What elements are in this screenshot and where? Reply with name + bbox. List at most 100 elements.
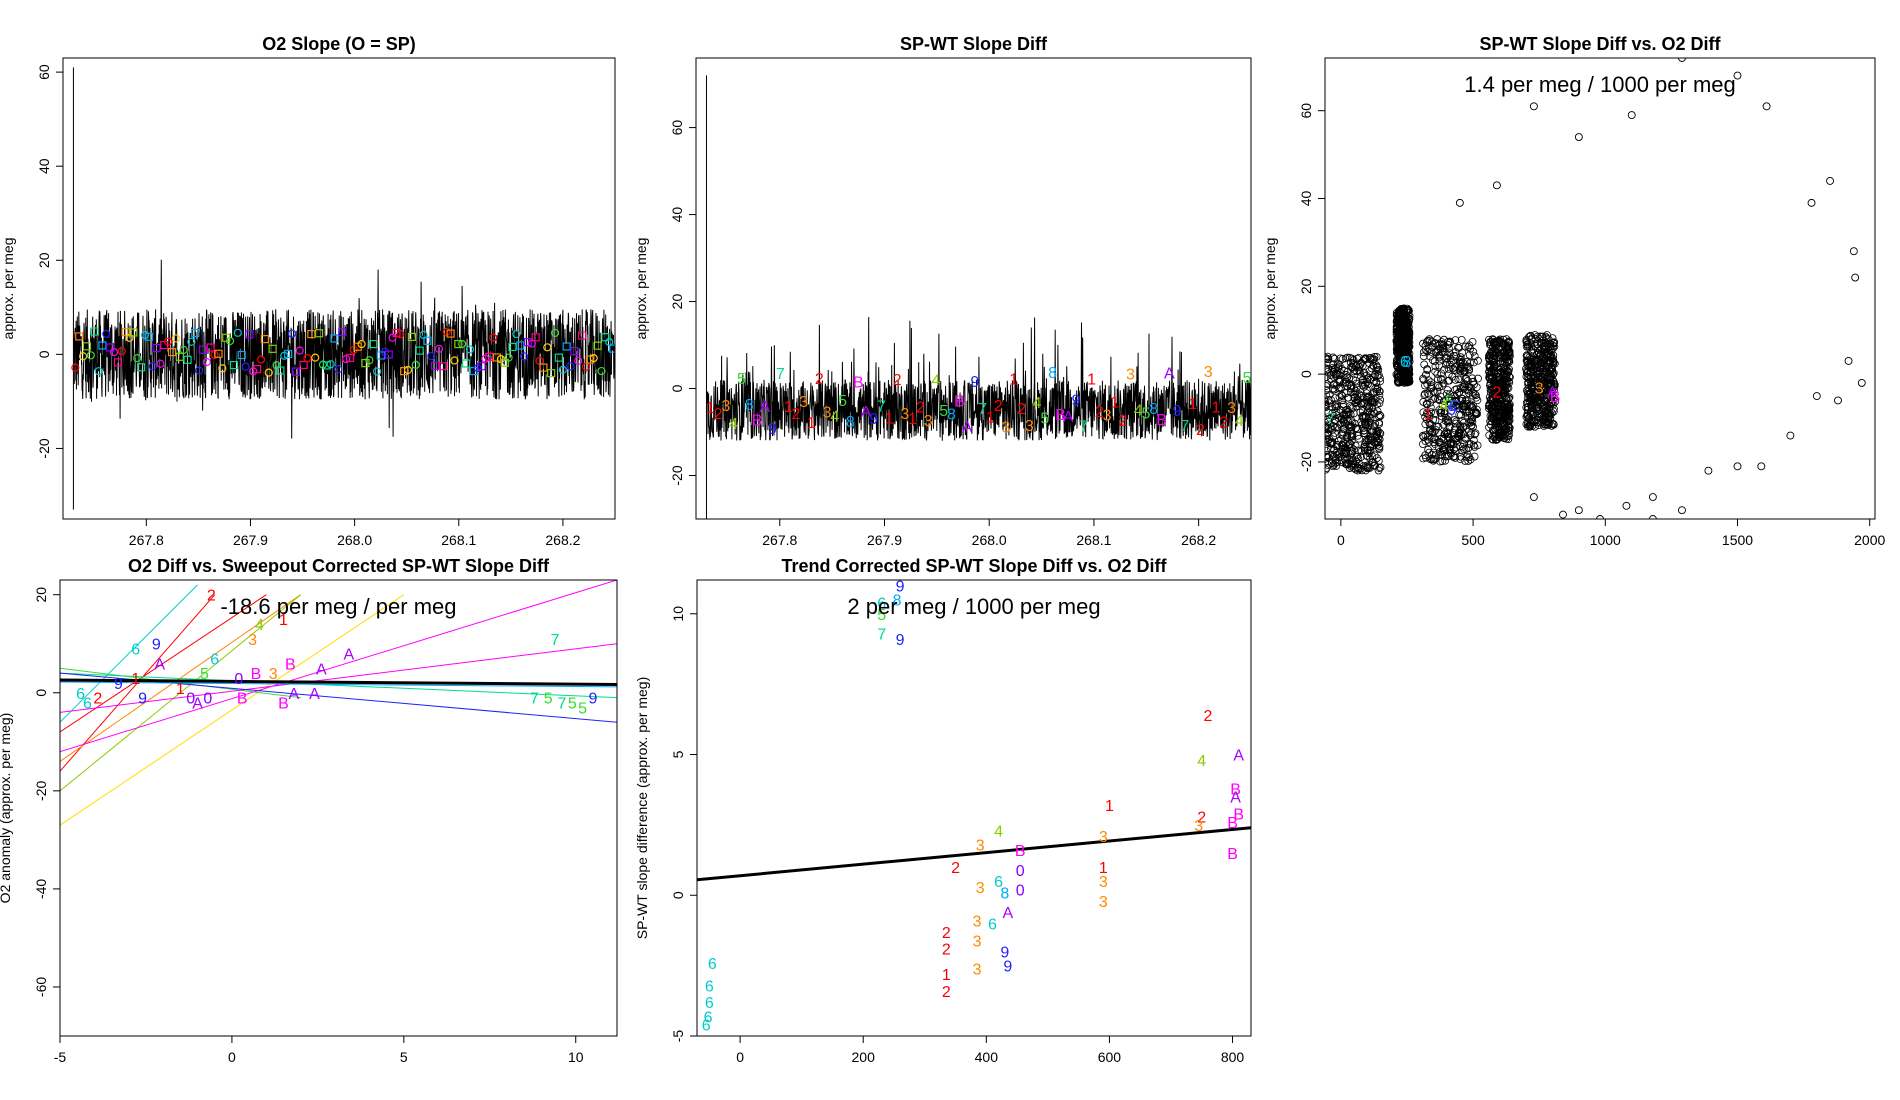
marker-square — [608, 344, 615, 353]
scatter-outlier — [1596, 515, 1604, 519]
scatter-point — [1421, 437, 1430, 446]
marker-circle — [450, 356, 459, 365]
point-label: 3 — [924, 413, 933, 430]
scatter-point — [1534, 369, 1543, 378]
scatter-point — [1360, 445, 1369, 453]
scatter-point — [1548, 370, 1557, 379]
scatter-point — [1441, 417, 1450, 425]
point-label: 1 — [1110, 395, 1119, 412]
scatter-point — [1367, 396, 1376, 404]
scatter-point — [1465, 365, 1474, 374]
marker-circle — [156, 359, 165, 368]
scatter-point — [1522, 337, 1531, 346]
scatter-point — [1353, 453, 1362, 461]
marker-square — [268, 344, 277, 353]
scatter-point — [1357, 358, 1366, 367]
scatter-point — [1545, 358, 1554, 367]
point-label: 1 — [1105, 798, 1114, 815]
cluster-label: C — [1449, 398, 1461, 415]
marker-square — [384, 350, 393, 359]
scatter-point — [1437, 450, 1445, 459]
marker-square — [438, 362, 447, 371]
point-label: 1 — [986, 410, 995, 427]
scatter-point — [1550, 382, 1559, 391]
point-label: 3 — [1099, 874, 1108, 891]
scatter-point — [1497, 379, 1506, 387]
scatter-outlier — [1678, 58, 1686, 62]
scatter-point — [1441, 444, 1450, 453]
scatter-point — [1363, 464, 1372, 472]
x-tick-label: 0 — [1337, 532, 1345, 548]
point-label: 8 — [1000, 885, 1009, 902]
x-tick-label: 500 — [1461, 532, 1485, 548]
scatter-point — [1505, 339, 1514, 348]
marker-square — [137, 363, 146, 372]
scatter-point — [1397, 365, 1406, 373]
marker-circle — [427, 352, 436, 361]
x-tick-label: 200 — [852, 1049, 876, 1065]
y-tick-label: -40 — [33, 879, 49, 899]
fit-line-group — [60, 594, 405, 826]
scatter-point — [1352, 451, 1361, 460]
scatter-point — [1533, 332, 1542, 341]
scatter-point — [1371, 394, 1380, 403]
marker-circle — [566, 362, 575, 371]
marker-circle — [558, 365, 567, 374]
point-label: 5 — [838, 393, 847, 410]
marker-square — [539, 363, 548, 372]
point-label: 3 — [973, 961, 982, 978]
marker-square — [191, 328, 200, 338]
scatter-point — [1441, 354, 1450, 363]
scatter-point — [1330, 416, 1339, 425]
scatter-point — [1325, 438, 1332, 447]
marker-circle — [411, 360, 420, 369]
point-label: 1 — [1009, 372, 1018, 389]
marker-square — [407, 332, 417, 342]
scatter-point — [1443, 358, 1451, 367]
marker-circle — [543, 343, 552, 352]
marker-square — [206, 343, 215, 352]
y-tick-label: -5 — [670, 1030, 686, 1043]
marker-circle — [589, 354, 598, 363]
scatter-point — [1348, 454, 1357, 463]
x-tick-label: 267.9 — [867, 532, 902, 548]
marker-circle — [233, 328, 242, 337]
y-tick-label: 0 — [33, 689, 49, 697]
point-label: 9 — [896, 579, 905, 596]
scatter-point — [1444, 452, 1453, 461]
fit-line-group — [60, 672, 617, 699]
marker-square — [547, 369, 556, 378]
scatter-point — [1349, 359, 1358, 368]
scatter-point — [1354, 464, 1363, 472]
scatter-point — [1440, 335, 1448, 344]
x-tick-label: 267.8 — [129, 532, 164, 548]
scatter-point — [1449, 429, 1458, 437]
scatter-point — [1528, 361, 1537, 370]
scatter-point — [1451, 336, 1460, 344]
marker-square — [508, 342, 517, 352]
point-label: 3 — [976, 838, 985, 855]
point-label: 7 — [551, 632, 560, 649]
marker-square — [129, 328, 138, 337]
scatter-point — [1399, 359, 1408, 368]
point-label: 4 — [1235, 413, 1244, 430]
scatter-point — [1489, 414, 1497, 423]
chart-title: Trend Corrected SP-WT Slope Diff vs. O2 … — [781, 556, 1167, 576]
marker-square — [477, 362, 486, 371]
scatter-point — [1325, 403, 1330, 412]
scatter-point — [1365, 359, 1373, 367]
scatter-point — [1459, 439, 1468, 448]
scatter-point — [1347, 403, 1356, 412]
marker-circle — [396, 330, 405, 339]
scatter-point — [1491, 379, 1500, 388]
scatter-point — [1528, 381, 1536, 390]
cluster-label: 9 — [1447, 402, 1456, 419]
scatter-point — [1422, 409, 1431, 418]
point-label: 0 — [1016, 883, 1025, 900]
scatter-point — [1432, 450, 1440, 459]
marker-square — [554, 353, 564, 362]
scatter-point — [1431, 425, 1440, 434]
scatter-point — [1367, 355, 1375, 364]
scatter-point — [1505, 378, 1514, 387]
